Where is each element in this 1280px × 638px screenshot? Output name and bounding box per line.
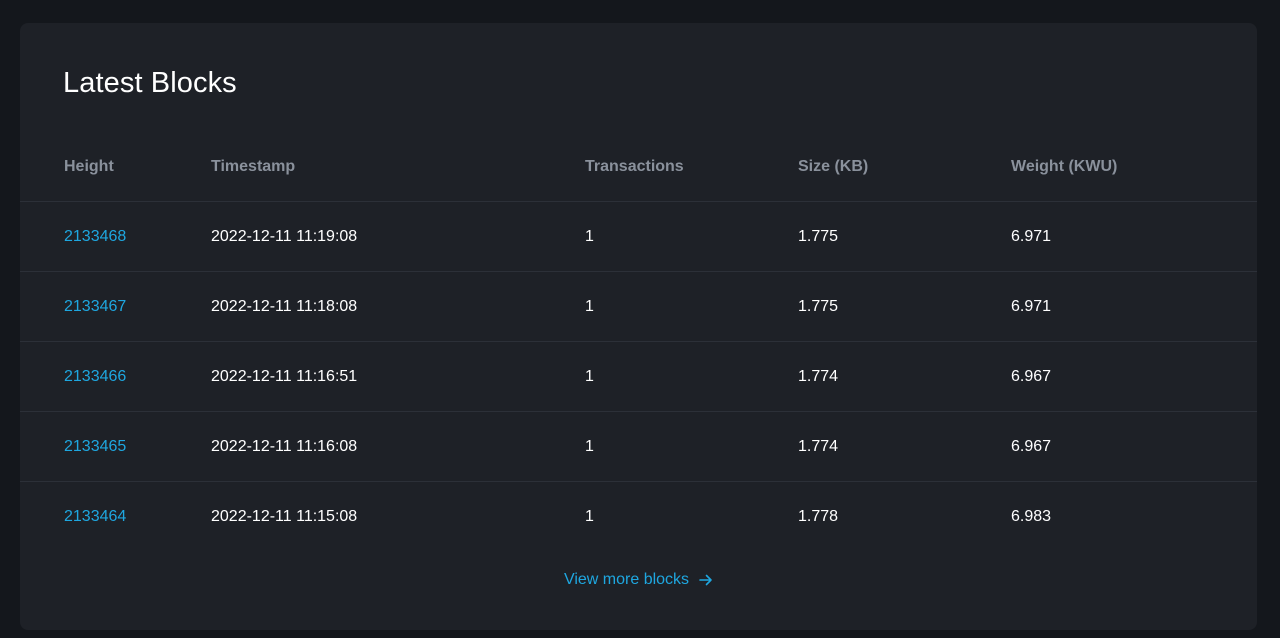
header-size: Size (KB) xyxy=(798,157,869,175)
block-height-link[interactable]: 2133465 xyxy=(64,437,127,455)
header-weight: Weight (KWU) xyxy=(1011,157,1118,175)
block-weight: 6.967 xyxy=(1011,367,1052,385)
view-more-blocks-link[interactable]: View more blocks xyxy=(564,571,713,589)
block-timestamp: 2022-12-11 11:19:08 xyxy=(211,227,358,245)
block-size: 1.774 xyxy=(798,367,839,385)
blocks-table: Height Timestamp Transactions Size (KB) … xyxy=(20,132,1257,551)
block-size: 1.775 xyxy=(798,227,839,245)
block-height-link[interactable]: 2133464 xyxy=(64,507,127,525)
table-row: 2133464 2022-12-11 11:15:08 1 1.778 6.98… xyxy=(20,482,1257,551)
block-size: 1.778 xyxy=(798,507,839,525)
block-timestamp: 2022-12-11 11:16:08 xyxy=(211,437,358,455)
arrow-right-icon xyxy=(699,574,712,586)
table-header-row: Height Timestamp Transactions Size (KB) … xyxy=(20,132,1257,202)
block-weight: 6.967 xyxy=(1011,437,1052,455)
table-row: 2133466 2022-12-11 11:16:51 1 1.774 6.96… xyxy=(20,342,1257,412)
block-height-link[interactable]: 2133466 xyxy=(64,367,127,385)
view-more-container: View more blocks xyxy=(20,571,1257,589)
block-transactions: 1 xyxy=(585,437,594,455)
block-transactions: 1 xyxy=(585,227,594,245)
block-size: 1.775 xyxy=(798,297,839,315)
header-timestamp: Timestamp xyxy=(211,157,296,175)
block-timestamp: 2022-12-11 11:18:08 xyxy=(211,297,358,315)
table-row: 2133465 2022-12-11 11:16:08 1 1.774 6.96… xyxy=(20,412,1257,482)
block-weight: 6.971 xyxy=(1011,297,1052,315)
header-transactions: Transactions xyxy=(585,157,684,175)
block-weight: 6.971 xyxy=(1011,227,1052,245)
latest-blocks-card: Latest Blocks Height Timestamp Transacti… xyxy=(20,23,1257,630)
block-timestamp: 2022-12-11 11:15:08 xyxy=(211,507,358,525)
block-transactions: 1 xyxy=(585,367,594,385)
header-height: Height xyxy=(64,157,114,175)
block-weight: 6.983 xyxy=(1011,507,1052,525)
block-transactions: 1 xyxy=(585,297,594,315)
block-height-link[interactable]: 2133468 xyxy=(64,227,127,245)
block-transactions: 1 xyxy=(585,507,594,525)
card-title: Latest Blocks xyxy=(63,67,237,99)
block-timestamp: 2022-12-11 11:16:51 xyxy=(211,367,358,385)
block-size: 1.774 xyxy=(798,437,839,455)
view-more-label: View more blocks xyxy=(563,571,690,588)
table-row: 2133468 2022-12-11 11:19:08 1 1.775 6.97… xyxy=(20,202,1257,272)
block-height-link[interactable]: 2133467 xyxy=(64,297,127,315)
table-row: 2133467 2022-12-11 11:18:08 1 1.775 6.97… xyxy=(20,272,1257,342)
